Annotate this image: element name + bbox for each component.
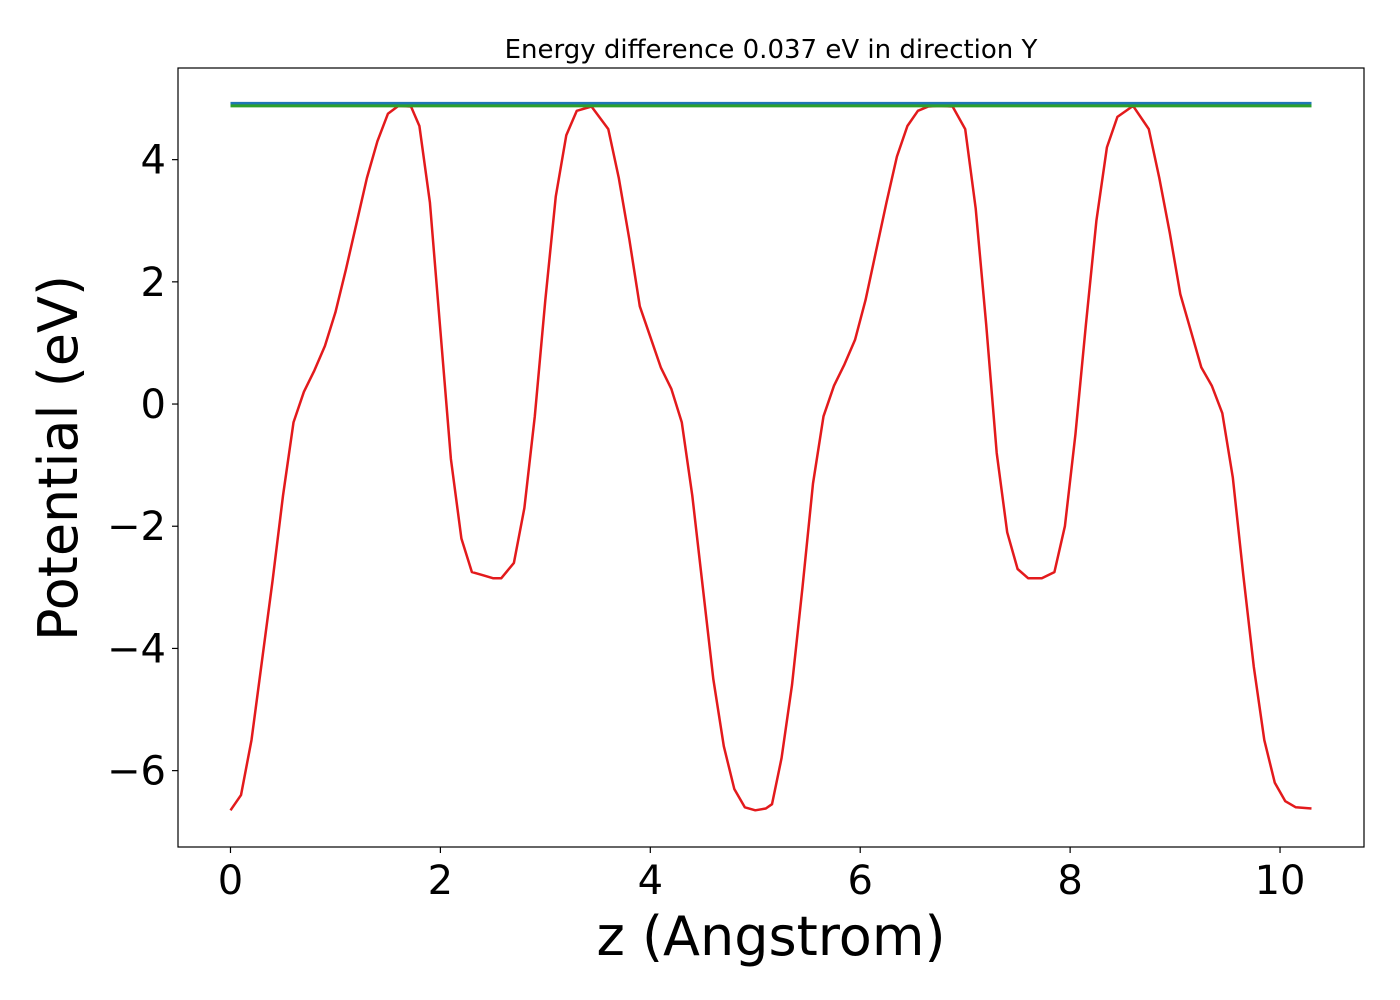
y-tick-label: 4 [141, 138, 166, 184]
x-tick-label: 4 [638, 858, 663, 904]
y-tick-label: 0 [141, 382, 166, 428]
x-tick-label: 2 [428, 858, 453, 904]
y-tick-label: −2 [107, 504, 166, 550]
chart-title: Energy difference 0.037 eV in direction … [505, 35, 1038, 65]
x-axis-label: z (Angstrom) [596, 905, 945, 968]
y-axis: 4 2 0 −2 −4 −6 [107, 138, 178, 795]
plot-frame [177, 67, 1365, 848]
potential-line [229, 104, 1312, 812]
y-axis-label: Potential (eV) [27, 275, 90, 641]
x-tick-label: 6 [847, 858, 872, 904]
x-axis: 0 2 4 6 8 10 [218, 847, 1306, 904]
x-tick-label: 10 [1255, 858, 1306, 904]
x-tick-label: 8 [1057, 858, 1082, 904]
y-tick-label: 2 [141, 260, 166, 306]
plot-area [229, 101, 1312, 812]
y-tick-label: −4 [107, 626, 166, 672]
x-tick-label: 0 [218, 858, 243, 904]
y-tick-label: −6 [107, 749, 166, 795]
